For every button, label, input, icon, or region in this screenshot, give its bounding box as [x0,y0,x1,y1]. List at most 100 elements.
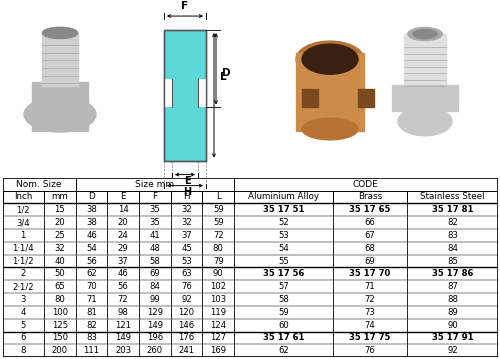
Text: mm: mm [52,192,68,201]
Text: 200: 200 [52,346,68,355]
Text: 62: 62 [278,346,289,355]
Ellipse shape [302,44,358,74]
Bar [164,30,206,160]
Text: 69: 69 [150,269,160,278]
Text: Brass: Brass [358,192,382,201]
Text: H: H [184,192,190,201]
Text: 54: 54 [86,244,97,253]
Text: 76: 76 [181,282,192,291]
Ellipse shape [413,29,437,38]
Text: Stainless Steel: Stainless Steel [420,192,484,201]
Text: 48: 48 [150,244,160,253]
Text: 241: 241 [178,346,194,355]
Text: 90: 90 [447,321,458,330]
Text: 3/4: 3/4 [16,218,30,227]
Text: 74: 74 [364,321,376,330]
Text: 71: 71 [364,282,376,291]
Text: 150: 150 [52,334,68,342]
Text: 83: 83 [447,231,458,240]
Text: Size mm: Size mm [136,180,174,188]
Text: L: L [220,72,226,82]
Text: 71: 71 [86,295,97,304]
Text: 99: 99 [150,295,160,304]
Text: 111: 111 [84,346,100,355]
Text: E: E [120,192,126,201]
Text: D: D [88,192,95,201]
Text: 20: 20 [54,218,65,227]
Bar [32,82,88,131]
Text: 59: 59 [278,308,289,317]
Text: Nom. Size: Nom. Size [16,180,62,188]
Text: 70: 70 [86,282,97,291]
Ellipse shape [302,118,358,140]
Text: 32: 32 [181,205,192,214]
Text: 3: 3 [20,295,26,304]
Bar [392,85,458,111]
Text: 1: 1 [20,231,26,240]
Text: 98: 98 [118,308,128,317]
Text: F: F [152,192,158,201]
Bar [404,34,446,89]
Text: 149: 149 [115,334,132,342]
Text: 32: 32 [54,244,65,253]
Text: 35 17 56: 35 17 56 [263,269,304,278]
Text: 100: 100 [52,308,68,317]
Text: 149: 149 [147,321,163,330]
Text: Inch: Inch [14,192,32,201]
Text: 35 17 81: 35 17 81 [432,205,473,214]
Text: 14: 14 [118,205,128,214]
Ellipse shape [42,27,78,38]
Text: 124: 124 [210,321,226,330]
Text: 35 17 61: 35 17 61 [263,334,304,342]
Text: 89: 89 [447,308,458,317]
Text: 58: 58 [278,295,289,304]
Text: 37: 37 [118,257,128,266]
Text: 40: 40 [54,257,65,266]
Text: 81: 81 [86,308,97,317]
Text: 82: 82 [447,218,458,227]
Bar [198,79,206,107]
Text: 176: 176 [178,334,194,342]
Text: 65: 65 [54,282,65,291]
Text: 54: 54 [278,244,289,253]
Text: 55: 55 [278,257,289,266]
Text: 38: 38 [86,205,97,214]
Text: 2·1/2: 2·1/2 [12,282,34,291]
Text: 67: 67 [364,231,376,240]
Text: 50: 50 [54,269,65,278]
Text: 35 17 70: 35 17 70 [350,269,391,278]
Text: 72: 72 [213,231,224,240]
Bar [358,89,374,107]
Text: 260: 260 [147,346,163,355]
Text: 56: 56 [86,257,97,266]
Text: 127: 127 [210,334,226,342]
Text: 169: 169 [210,346,226,355]
Text: L: L [216,192,220,201]
Text: 82: 82 [86,321,97,330]
Text: 196: 196 [147,334,163,342]
Text: 35 17 65: 35 17 65 [350,205,391,214]
Text: 85: 85 [447,257,458,266]
Bar [164,30,206,160]
Text: 203: 203 [115,346,132,355]
Text: 103: 103 [210,295,226,304]
Text: 24: 24 [118,231,128,240]
Text: D: D [222,68,230,78]
Text: 146: 146 [178,321,194,330]
Text: 35 17 91: 35 17 91 [432,334,473,342]
Text: 92: 92 [447,346,458,355]
Text: 38: 38 [86,218,97,227]
Text: 59: 59 [213,205,224,214]
Text: 90: 90 [213,269,224,278]
Text: 87: 87 [447,282,458,291]
Text: 66: 66 [364,218,376,227]
Text: 1·1/2: 1·1/2 [12,257,34,266]
Text: 29: 29 [118,244,128,253]
Text: 1/2: 1/2 [16,205,30,214]
Text: 4: 4 [20,308,26,317]
Text: 84: 84 [447,244,458,253]
Bar [164,79,172,107]
Text: 63: 63 [181,269,192,278]
Text: 76: 76 [364,346,376,355]
Text: 46: 46 [118,269,128,278]
